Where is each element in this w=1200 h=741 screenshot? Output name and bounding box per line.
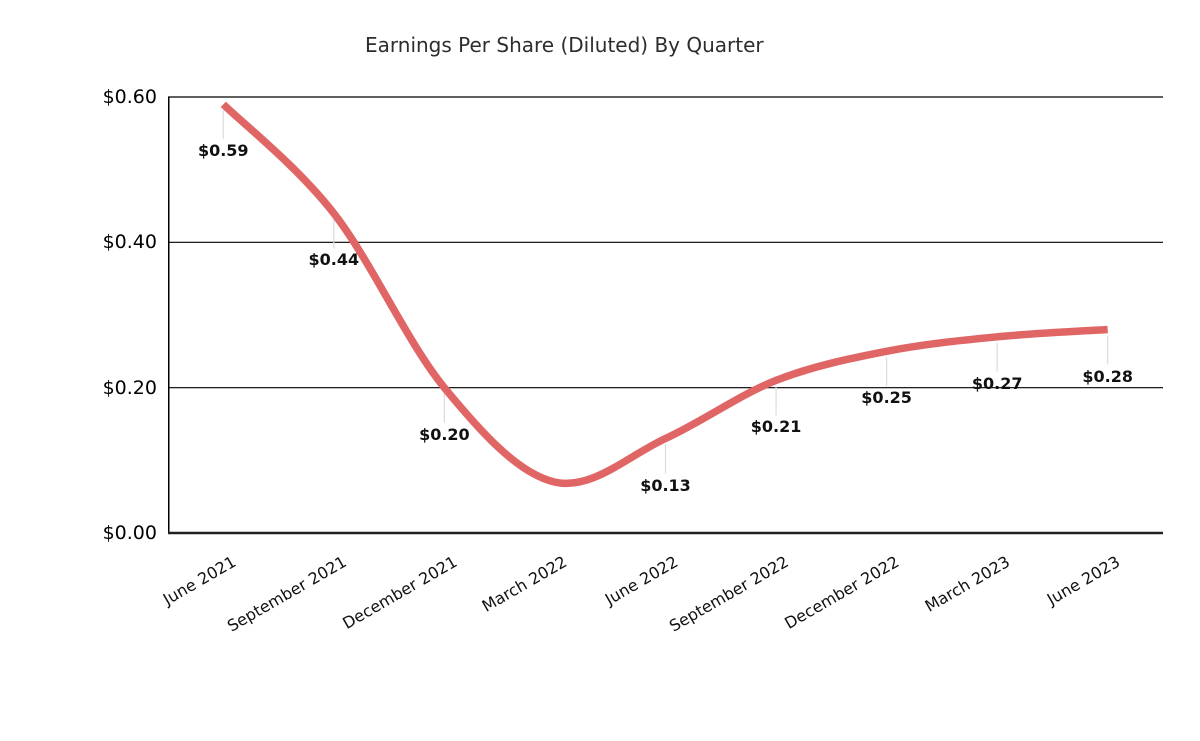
data-point-label: $0.59 [197,141,249,161]
data-point-label: $0.28 [1082,366,1134,386]
data-point-label: $0.25 [861,388,912,408]
y-axis-tick-label: $0.20 [102,376,157,399]
data-point-label: $0.13 [640,475,691,495]
y-axis-tick-label: $0.40 [102,231,157,254]
y-axis-tick-label: $0.00 [102,522,157,544]
series-line [220,101,1108,488]
y-axis-tick-label: $0.60 [102,86,157,108]
data-point-label: $0.21 [750,417,802,437]
data-point-label: $0.20 [419,424,470,444]
data-point-label: $0.44 [308,250,360,270]
data-point-label: $0.27 [971,373,1023,393]
chart-title: Earnings Per Share (Diluted) By Quarter [365,33,764,57]
